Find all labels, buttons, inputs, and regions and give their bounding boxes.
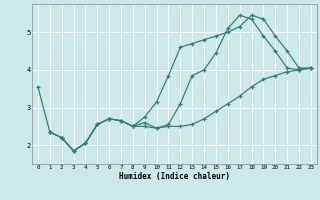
X-axis label: Humidex (Indice chaleur): Humidex (Indice chaleur) (119, 172, 230, 181)
